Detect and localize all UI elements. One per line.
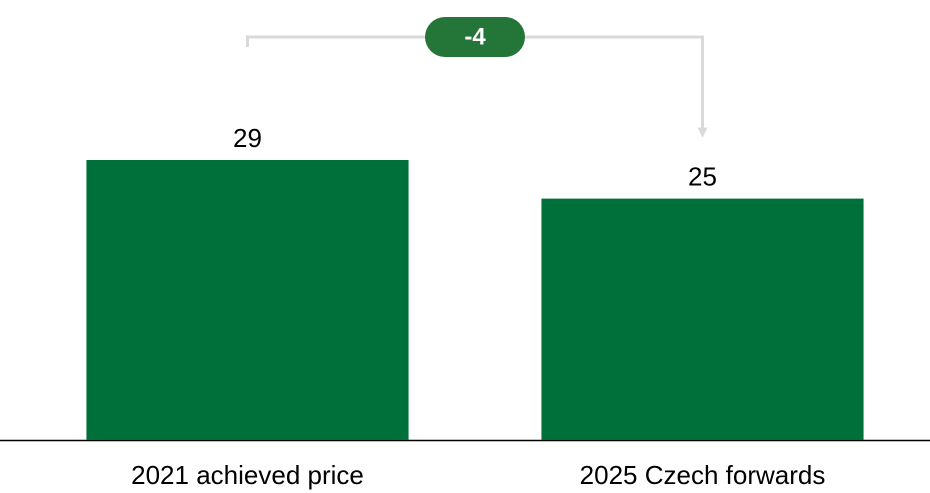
bar xyxy=(86,159,409,440)
difference-label: -4 xyxy=(464,23,486,50)
difference-pill xyxy=(425,17,525,57)
value-label: 29 xyxy=(233,123,262,153)
value-label: 25 xyxy=(688,161,717,191)
x-tick-label: 2025 Czech forwards xyxy=(580,460,826,490)
bar xyxy=(541,198,864,440)
x-tick-label: 2021 achieved price xyxy=(131,460,364,490)
